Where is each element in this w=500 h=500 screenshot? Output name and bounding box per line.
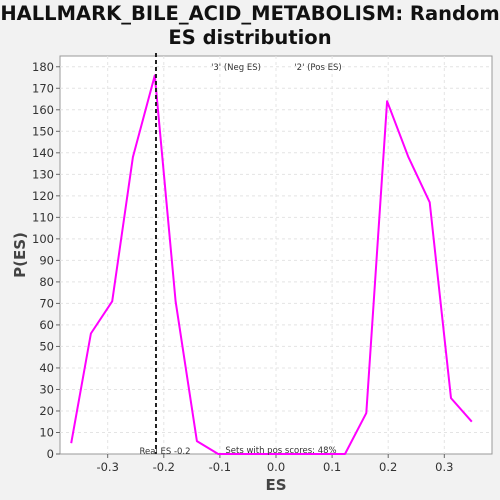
y-tick-label: 0 — [47, 447, 54, 461]
y-tick-label: 160 — [32, 103, 54, 117]
y-tick-label: 40 — [39, 361, 54, 375]
y-tick-label: 30 — [39, 382, 54, 396]
y-tick-label: 120 — [32, 189, 54, 203]
x-tick-label: -0.2 — [153, 460, 175, 474]
chart-title-line2: ES distribution — [168, 26, 332, 49]
y-tick-label: 80 — [39, 275, 54, 289]
x-tick-label: 0.2 — [379, 460, 397, 474]
x-tick-label: 0.0 — [267, 460, 285, 474]
y-tick-label: 70 — [39, 296, 54, 310]
grid-lines — [60, 56, 492, 454]
y-tick-label: 50 — [39, 339, 54, 353]
y-tick-label: 60 — [39, 318, 54, 332]
legend-neg-es: '3' (Neg ES) — [211, 63, 261, 73]
x-tick-label: 0.1 — [323, 460, 341, 474]
chart-title: HALLMARK_BILE_ACID_METABOLISM: Random ES… — [0, 2, 500, 50]
series-lines — [70, 74, 473, 455]
y-tick-label: 130 — [32, 167, 54, 181]
y-ticks: 0 10 20 30 40 50 60 70 80 90 100 110 120 130 140 150 160… — [32, 60, 60, 461]
chart-title-line1: HALLMARK_BILE_ACID_METABOLISM: Random — [0, 2, 500, 25]
y-tick-label: 90 — [39, 253, 54, 267]
legend-pos-es: '2' (Pos ES) — [294, 63, 341, 73]
y-tick-label: 100 — [32, 232, 54, 246]
y-tick-label: 20 — [39, 404, 54, 418]
y-tick-label: 180 — [32, 60, 54, 74]
y-tick-label: 170 — [32, 81, 54, 95]
x-ticks: -0.3 -0.2 -0.1 0.0 0.1 0.2 0.3 — [96, 454, 453, 474]
real-es-label: Real ES -0.2 — [139, 447, 190, 457]
y-tick-label: 10 — [39, 425, 54, 439]
y-tick-label: 150 — [32, 124, 54, 138]
x-tick-label: -0.1 — [209, 460, 231, 474]
y-tick-label: 110 — [32, 210, 54, 224]
x-tick-label: 0.3 — [435, 460, 453, 474]
y-axis-title: P(ES) — [11, 232, 29, 278]
x-tick-label: -0.3 — [96, 460, 118, 474]
x-axis-title: ES — [265, 476, 286, 494]
es-distribution-line — [70, 74, 473, 455]
pos-scores-label: Sets with pos scores: 48% — [225, 446, 336, 456]
y-tick-label: 140 — [32, 146, 54, 160]
